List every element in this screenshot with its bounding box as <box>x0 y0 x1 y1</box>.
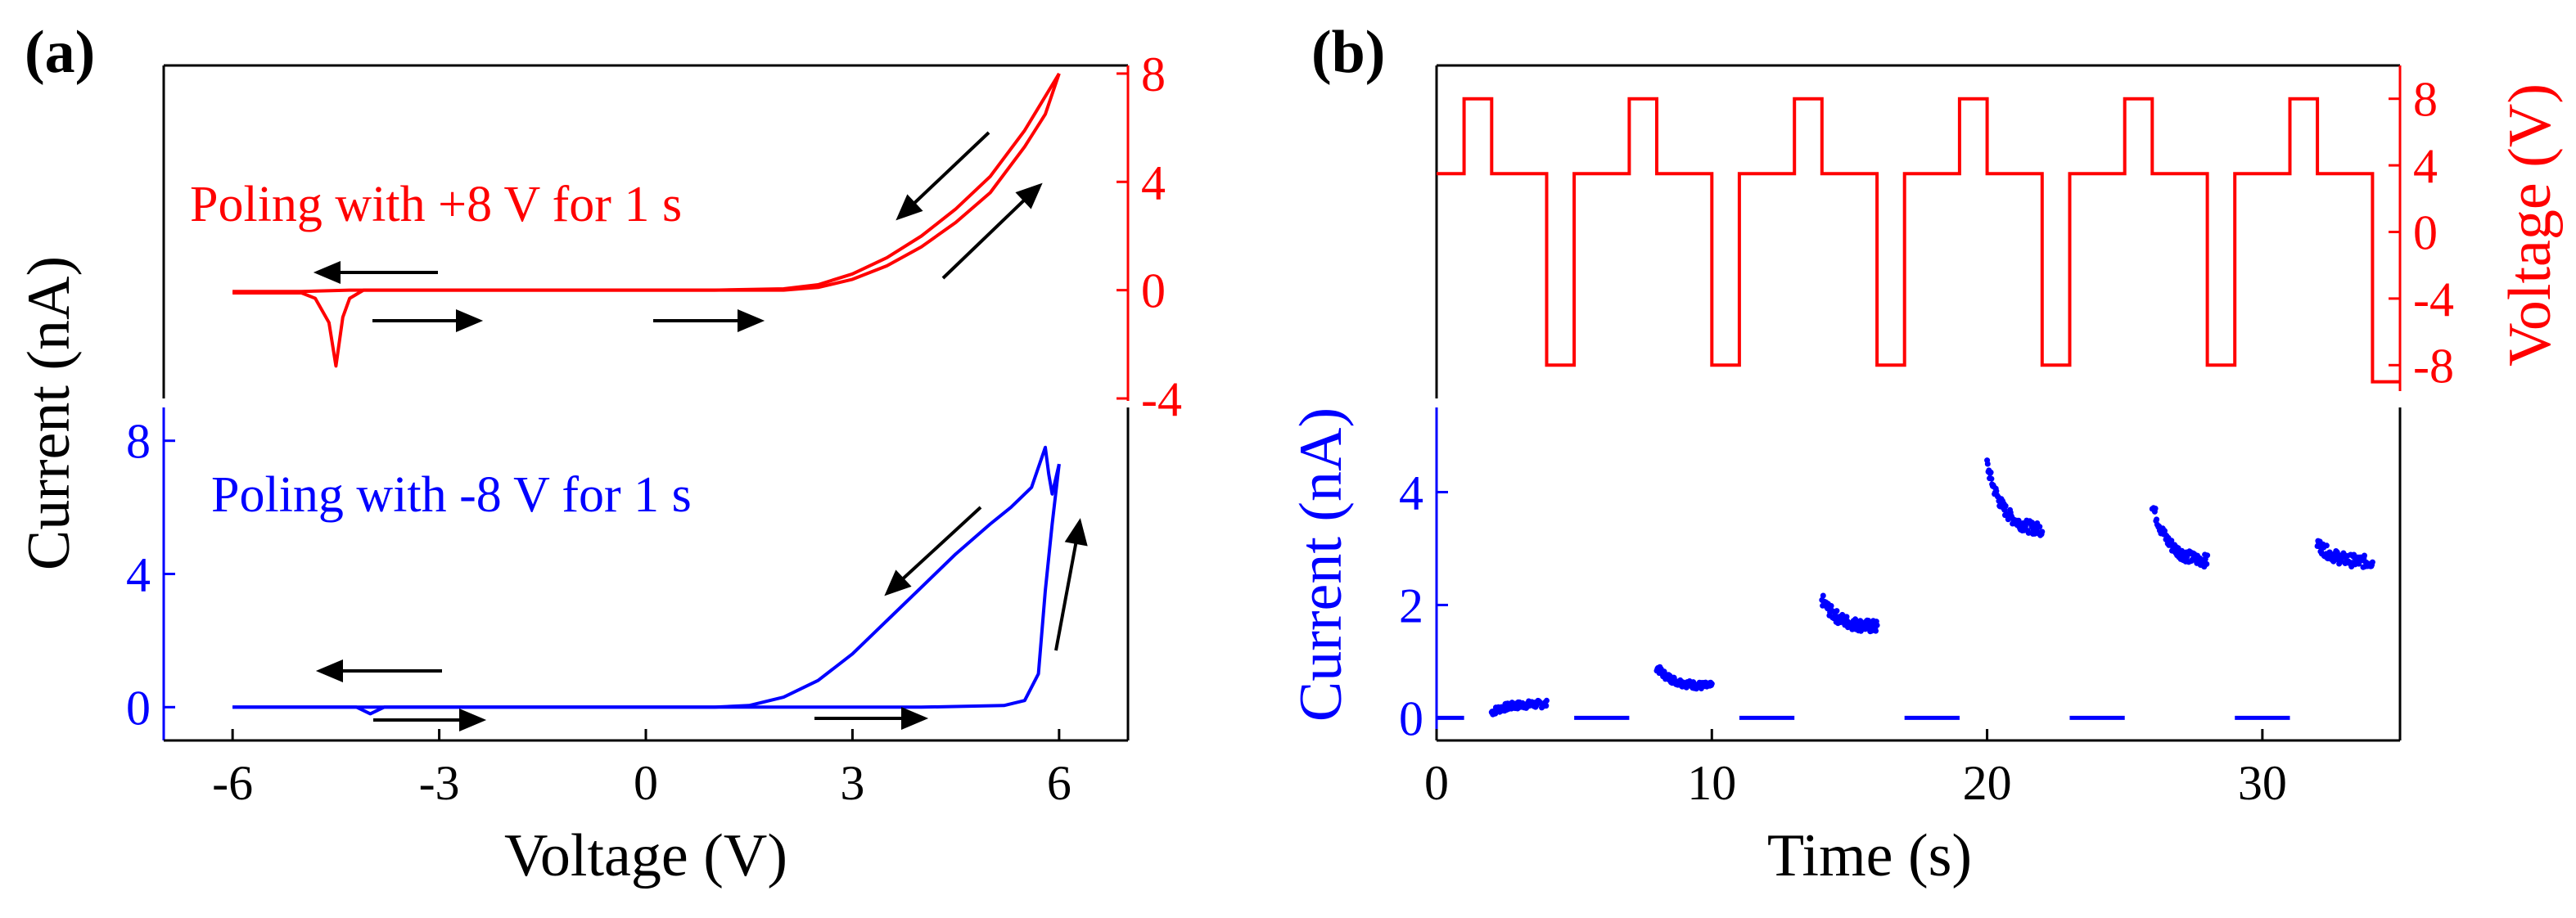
y-tick-label: 0 <box>1399 691 1423 745</box>
x-tick-label: -6 <box>212 756 253 810</box>
series-line-1 <box>232 445 1061 716</box>
panel-a: Current (nA) Voltage (V) Poling with +8 … <box>16 47 1182 889</box>
arrow-top-right-1-head <box>456 308 484 333</box>
y-tick-label: 8 <box>126 415 151 469</box>
arrow-bottom-right-2-head <box>901 706 929 731</box>
y-tick-label: 8 <box>1141 47 1166 101</box>
current-point <box>2323 542 2330 549</box>
arrow-bottom-left-head <box>315 659 343 683</box>
current-point <box>2204 552 2211 559</box>
arrow-top-up-diag-head <box>1015 182 1043 209</box>
panel-b-voltage-ylabel: Voltage (V) <box>2497 83 2564 367</box>
y-tick-label: 4 <box>2413 139 2438 193</box>
panel-a-bottom-annotation: Poling with -8 V for 1 s <box>211 467 692 523</box>
current-point <box>2356 560 2362 567</box>
y-tick-label: -4 <box>1141 372 1182 426</box>
panel-a-bottom-y-ticks: 0 4 8 <box>126 415 175 735</box>
current-point <box>1843 614 1850 620</box>
current-point <box>1543 703 1550 709</box>
current-point <box>1874 622 1880 628</box>
current-point <box>1544 697 1550 704</box>
current-point <box>2204 560 2210 567</box>
voltage-waveform <box>1437 97 2400 384</box>
x-tick-label: 30 <box>2238 756 2287 810</box>
panel-b-xlabel: Time (s) <box>1767 822 1972 889</box>
x-tick-label: 20 <box>1963 756 2012 810</box>
x-tick-label: 6 <box>1047 756 1071 810</box>
panel-a-top-y-ticks: -4 0 4 8 <box>1117 47 1182 426</box>
x-tick-label: 3 <box>840 756 864 810</box>
arrow-bottom-right-1-head <box>459 708 487 732</box>
panel-a-top-annotation: Poling with +8 V for 1 s <box>190 177 682 232</box>
panel-a-top-series <box>232 72 1061 368</box>
x-tick-label: 0 <box>634 756 658 810</box>
arrow-bottom-up <box>1054 535 1079 651</box>
panel-b-label: (b) <box>1311 19 1385 86</box>
current-point <box>2002 502 2009 509</box>
current-point <box>2362 552 2367 559</box>
y-tick-label: 4 <box>1141 155 1166 209</box>
current-point <box>2039 529 2046 535</box>
y-tick-label: 0 <box>2413 206 2438 260</box>
panel-a-bottom-series <box>232 445 1061 716</box>
current-point <box>1828 603 1834 609</box>
panel-b-voltage-series <box>1437 97 2400 384</box>
current-point <box>2154 516 2160 523</box>
current-point <box>2152 506 2159 511</box>
x-tick-label: 10 <box>1687 756 1736 810</box>
arrow-bottom-down-diag-head <box>884 569 912 596</box>
current-point <box>1820 592 1826 599</box>
current-point <box>2025 529 2032 536</box>
y-tick-label: 2 <box>1399 578 1423 632</box>
current-point <box>1984 461 1991 467</box>
y-tick-label: 0 <box>1141 264 1166 318</box>
current-point <box>1988 475 1995 482</box>
x-tick-label: -3 <box>419 756 460 810</box>
current-point <box>2168 538 2175 544</box>
arrow-top-down-diag-head <box>896 194 923 221</box>
y-tick-label: 0 <box>126 681 151 735</box>
panel-b-x-ticks: 0 10 20 30 <box>1424 729 2287 810</box>
current-point <box>1708 681 1715 687</box>
panel-a-x-ticks: -6 -3 0 3 6 <box>212 729 1071 810</box>
panel-a-ylabel: Current (nA) <box>16 256 83 570</box>
panel-a-direction-arrows <box>313 131 1088 732</box>
panel-b-voltage-y-ticks: -8 -4 0 4 8 <box>2389 73 2454 393</box>
y-tick-label: -4 <box>2413 272 2454 326</box>
panel-a-label: (a) <box>25 19 95 86</box>
panel-b-current-y-ticks: 0 2 4 <box>1399 466 1448 745</box>
current-point <box>1834 608 1840 614</box>
current-point <box>1852 616 1859 623</box>
panel-b-current-series <box>1437 457 2375 720</box>
y-tick-label: 4 <box>1399 466 1423 520</box>
y-tick-label: 4 <box>126 548 151 602</box>
y-tick-label: 8 <box>2413 73 2438 127</box>
arrow-top-right-2-head <box>738 308 765 333</box>
arrow-top-up-diag <box>941 195 1030 280</box>
arrow-bottom-down-diag <box>897 506 982 584</box>
panel-b-current-ylabel: Current (nA) <box>1288 407 1355 722</box>
arrow-top-left-head <box>313 260 341 285</box>
y-tick-label: -8 <box>2413 339 2454 393</box>
current-point <box>2037 524 2043 530</box>
current-point <box>1987 469 1994 475</box>
current-point <box>2369 559 2375 565</box>
panel-a-xlabel: Voltage (V) <box>504 822 787 889</box>
panel-b: Voltage (V) Current (nA) Time (s) 0 10 20 3… <box>1288 64 2564 889</box>
current-point <box>1873 628 1879 634</box>
arrow-top-down-diag <box>909 131 990 209</box>
series-line-1 <box>232 72 1061 368</box>
arrow-bottom-up-head <box>1064 518 1088 547</box>
x-tick-label: 0 <box>1424 756 1449 810</box>
